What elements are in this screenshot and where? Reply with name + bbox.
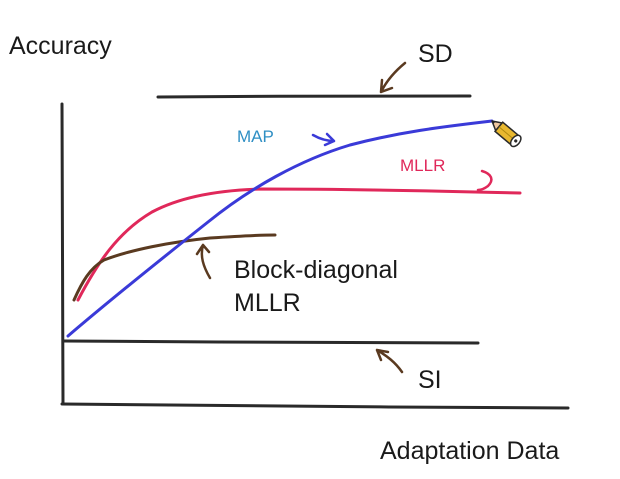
arrow-block xyxy=(195,243,212,280)
series-label-sd: SD xyxy=(418,40,453,68)
series-line-sd xyxy=(156,94,472,99)
series-label-map: MAP xyxy=(237,127,274,146)
series-label-si: SI xyxy=(418,366,442,394)
y-axis xyxy=(60,102,65,406)
series-label-mllr: MLLR xyxy=(400,156,446,175)
series-line-mllr xyxy=(76,187,522,302)
series-line-si xyxy=(62,339,480,345)
x-axis-label: Adaptation Data xyxy=(380,437,560,465)
arrow-mllr xyxy=(476,169,493,192)
series-line-block xyxy=(72,233,277,302)
arrow-map xyxy=(311,132,336,147)
y-axis-label: Accuracy xyxy=(9,32,112,60)
series-label-block-line2: MLLR xyxy=(234,289,301,317)
pencil-icon xyxy=(491,120,522,148)
series-label-block-line1: Block-diagonal xyxy=(234,256,398,284)
x-axis xyxy=(60,402,570,410)
series-line-map xyxy=(66,119,494,338)
arrow-sd xyxy=(379,61,407,94)
arrow-si xyxy=(375,348,404,374)
